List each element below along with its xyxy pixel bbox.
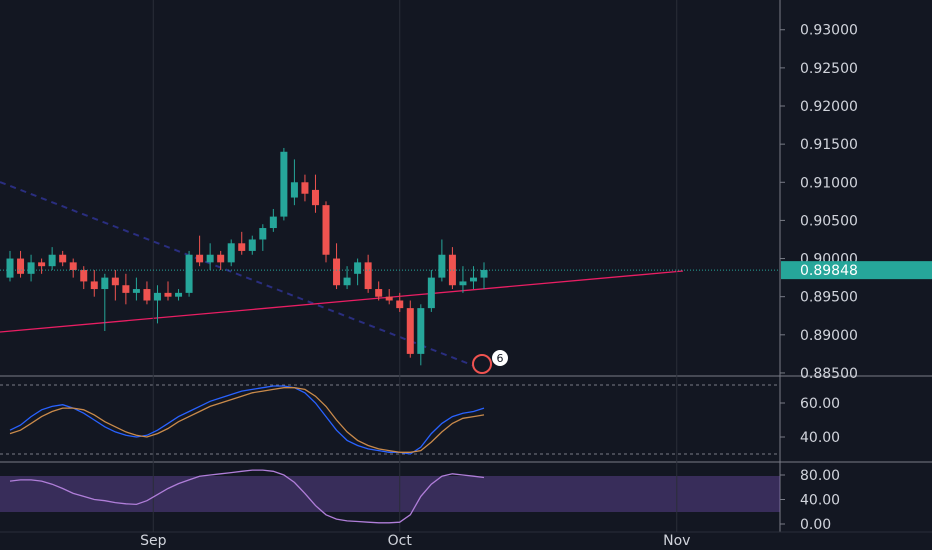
candle-body xyxy=(448,254,456,286)
candle-body xyxy=(248,239,256,251)
event-marker xyxy=(472,354,493,374)
candle-body xyxy=(48,254,56,267)
x-tick-label: Sep xyxy=(140,533,167,549)
candle-body xyxy=(59,254,67,263)
candle-body xyxy=(311,189,319,206)
candle-body xyxy=(227,243,235,263)
candle-body xyxy=(322,205,330,255)
candle-body xyxy=(217,254,225,263)
candle-body xyxy=(375,289,383,297)
y-tick-label: 0.91000 xyxy=(800,175,858,191)
candle-body xyxy=(469,277,477,282)
candle-body xyxy=(111,277,119,286)
last-price-label: 0.89848 xyxy=(800,263,858,279)
candle-body xyxy=(196,254,204,263)
candle-body xyxy=(206,254,214,263)
indicator-line xyxy=(9,385,485,455)
candle-body xyxy=(27,262,35,274)
event-badge xyxy=(492,350,509,366)
indicator-line xyxy=(9,387,485,453)
candle-body xyxy=(38,262,46,267)
candle-body xyxy=(153,292,161,301)
candle-body xyxy=(175,292,183,297)
y-tick-label: 80.00 xyxy=(800,468,840,484)
y-tick-label: 0.93000 xyxy=(800,23,858,39)
event-badge-label: 6 xyxy=(497,352,504,365)
y-tick-label: 0.00 xyxy=(800,517,831,533)
y-tick-label: 0.89000 xyxy=(800,328,858,344)
y-tick-label: 0.88500 xyxy=(800,366,858,382)
candle-body xyxy=(354,262,362,274)
candle-body xyxy=(164,292,172,297)
candle-body xyxy=(122,285,130,293)
candle-body xyxy=(459,281,467,286)
candle-body xyxy=(480,269,488,278)
candle-body xyxy=(333,258,341,286)
x-tick-label: Nov xyxy=(663,533,690,549)
candle-body xyxy=(417,308,425,354)
y-tick-label: 0.89500 xyxy=(800,290,858,306)
candle-body xyxy=(143,289,151,301)
candle-body xyxy=(269,216,277,229)
last-price-tag xyxy=(781,261,932,280)
y-tick-label: 40.00 xyxy=(800,493,840,509)
candle-body xyxy=(438,254,446,278)
candle-body xyxy=(364,262,372,290)
y-tick-label: 0.91500 xyxy=(800,137,858,153)
candle-body xyxy=(280,151,288,217)
y-tick-label: 0.92500 xyxy=(800,61,858,77)
candle-body xyxy=(17,258,25,274)
candle-body xyxy=(259,228,267,240)
candle-body xyxy=(290,182,298,198)
candle-body xyxy=(343,277,351,286)
trend-line xyxy=(0,270,684,333)
indicator-line xyxy=(9,469,485,524)
candle-body xyxy=(6,258,14,278)
candle-body xyxy=(185,254,193,293)
candle-body xyxy=(427,277,435,309)
y-tick-label: 40.00 xyxy=(800,430,840,446)
candle-body xyxy=(238,243,246,251)
candle-body xyxy=(80,269,88,282)
candle-body xyxy=(301,182,309,194)
candle-body xyxy=(90,281,98,290)
x-tick-label: Oct xyxy=(388,533,413,549)
candle-body xyxy=(396,300,404,309)
candle-body xyxy=(406,308,414,354)
candle-body xyxy=(69,262,77,270)
y-tick-label: 0.92000 xyxy=(800,99,858,115)
y-tick-label: 60.00 xyxy=(800,396,840,412)
candle-body xyxy=(132,289,140,293)
oscillator-band xyxy=(0,476,780,512)
candle-body xyxy=(101,277,109,290)
candle-body xyxy=(385,296,393,301)
y-tick-label: 0.90500 xyxy=(800,213,858,229)
